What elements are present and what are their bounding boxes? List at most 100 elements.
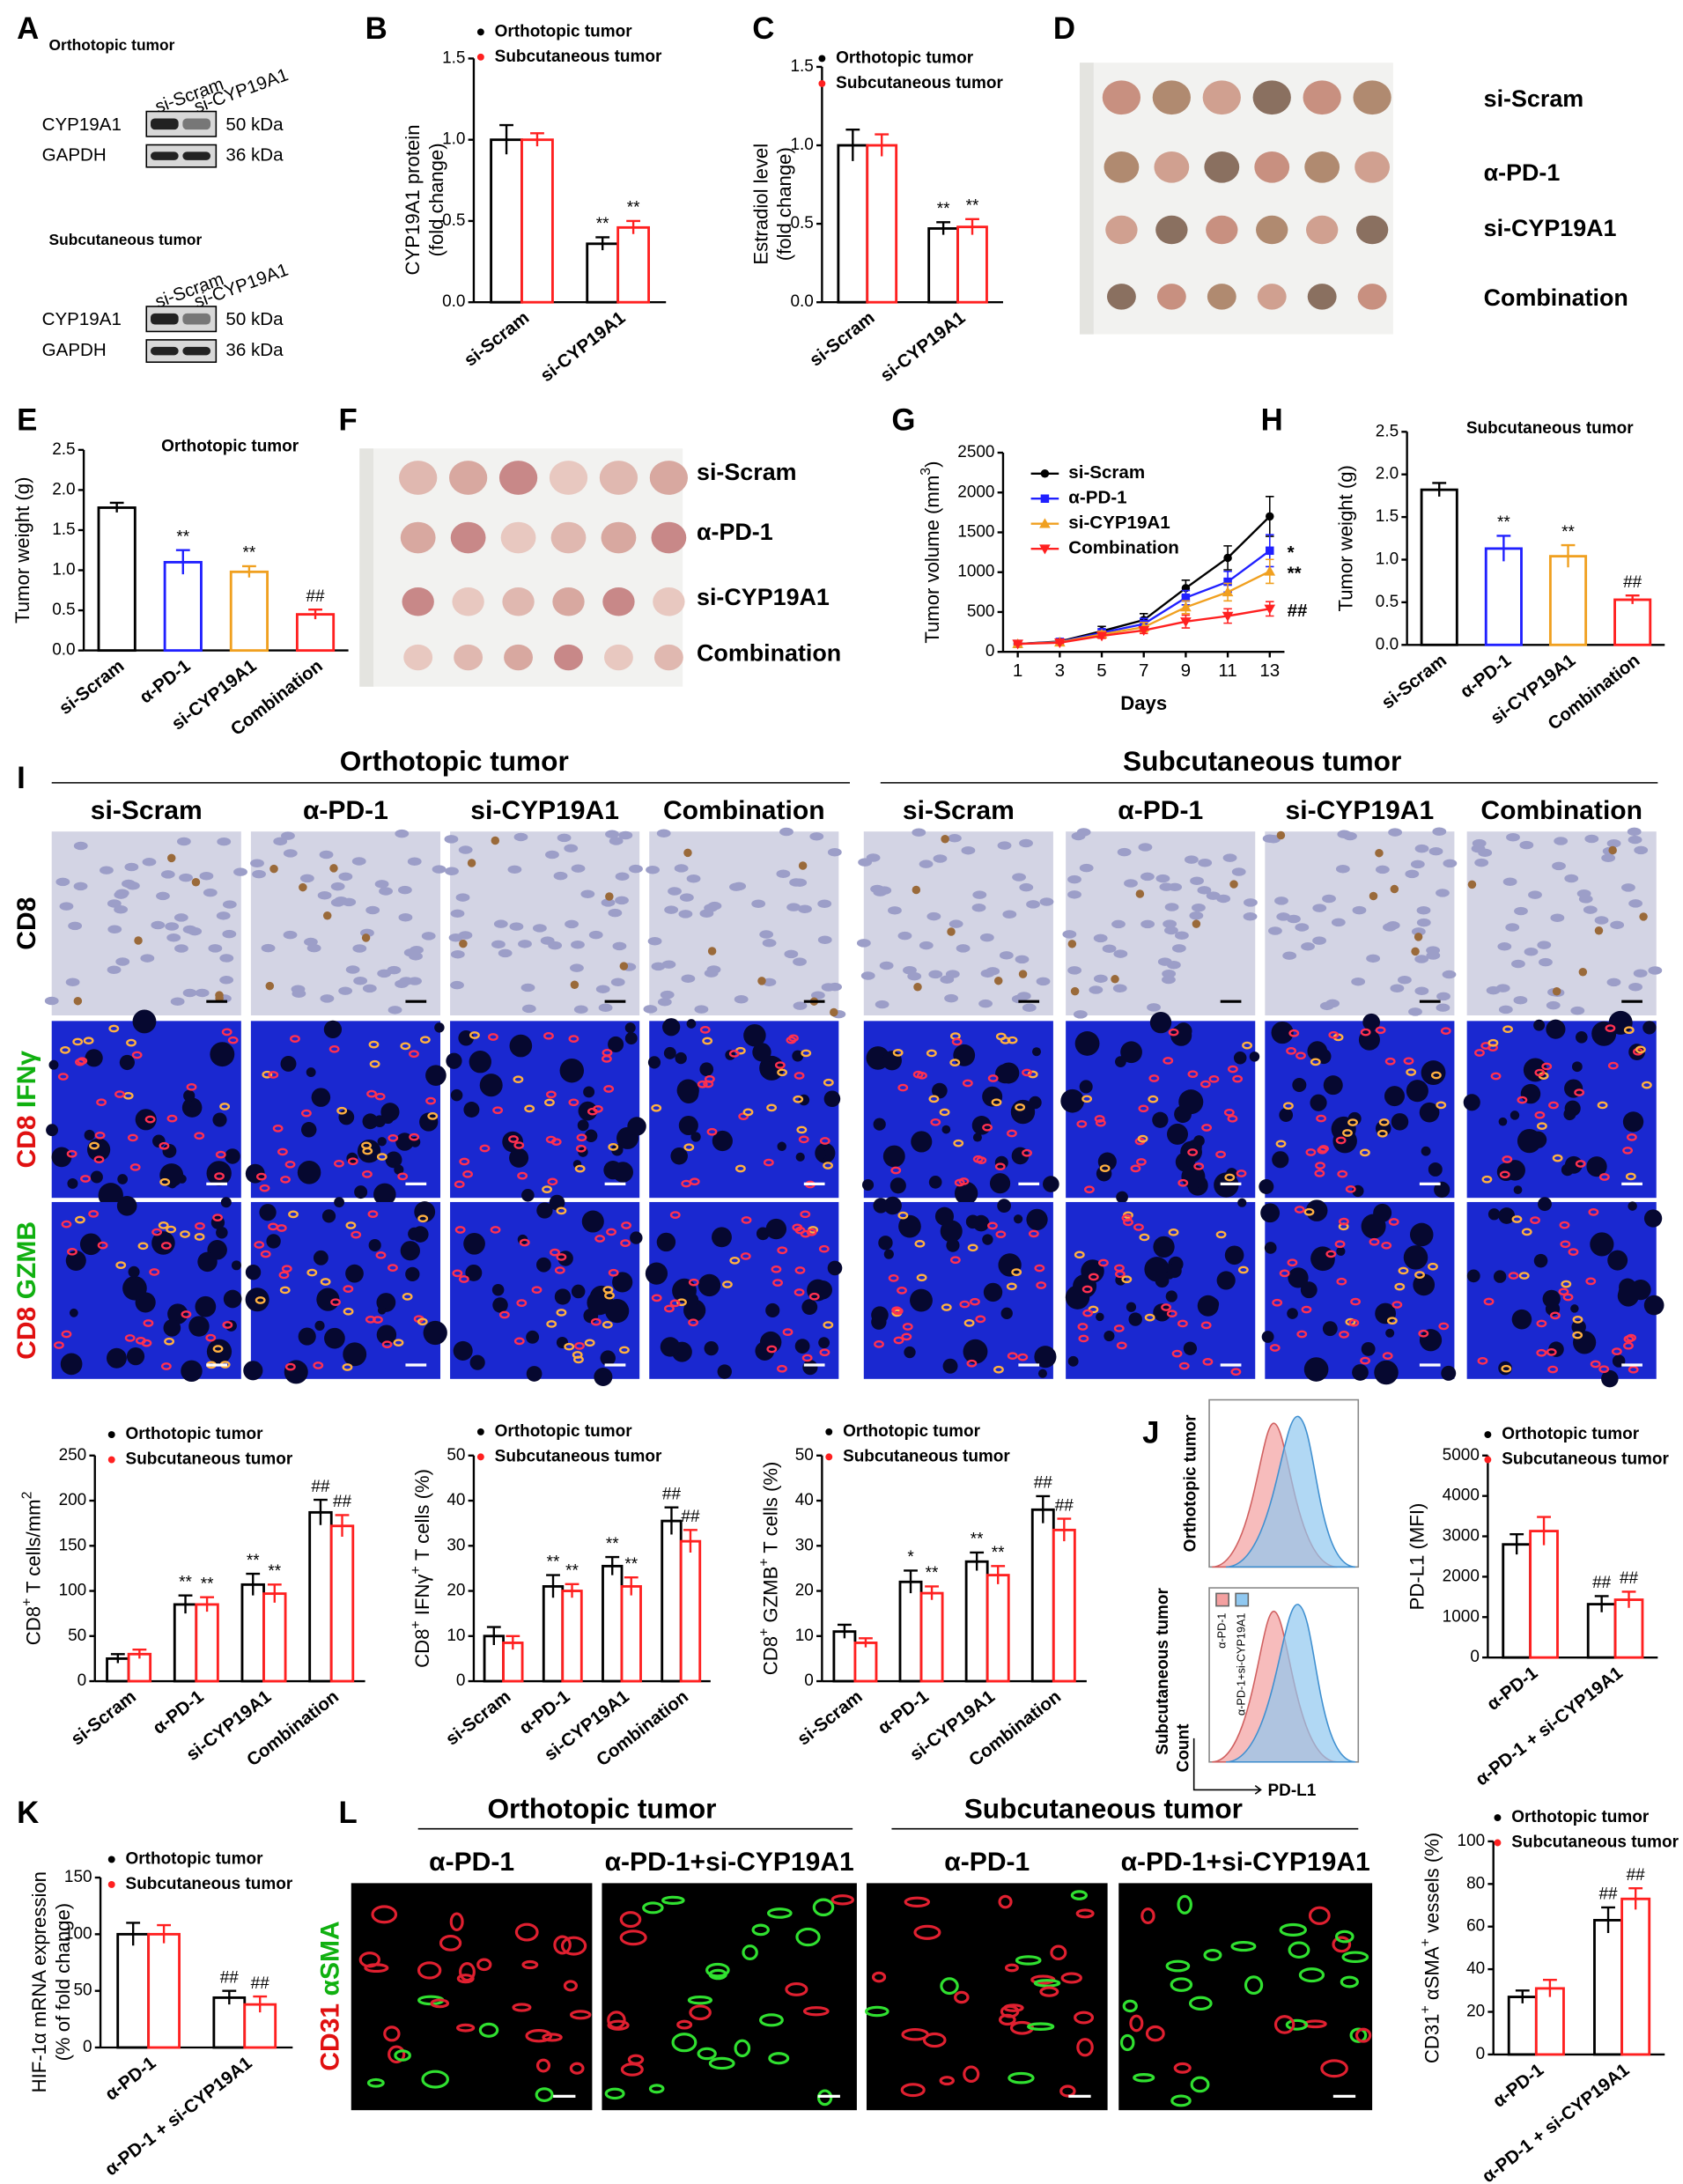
cell <box>1474 1049 1485 1057</box>
significance-label: ** <box>201 1575 214 1593</box>
cell <box>897 1287 907 1295</box>
cell <box>1635 1045 1646 1054</box>
error-bar <box>126 1922 141 1946</box>
x-tick-label: α-PD-1 <box>1489 2060 1547 2112</box>
legend-label: Subcutaneous tumor <box>495 48 662 66</box>
nucleus <box>609 837 624 845</box>
dark-area <box>306 1067 316 1078</box>
dark-area <box>1498 1207 1516 1224</box>
nucleus <box>1184 855 1199 864</box>
nucleus <box>978 999 993 1008</box>
cell <box>618 1346 630 1354</box>
tumor <box>1155 215 1188 245</box>
significance-label: ** <box>243 544 256 563</box>
dark-area <box>394 1164 404 1175</box>
dark-area <box>354 1185 368 1199</box>
nucleus <box>1312 936 1326 945</box>
error-bar <box>1628 1886 1643 1910</box>
nucleus <box>879 961 894 970</box>
cell <box>1530 1216 1540 1224</box>
y-tick-label: 20 <box>447 1582 465 1600</box>
vessel <box>705 1962 730 1978</box>
nucleus <box>961 845 976 855</box>
cell <box>1518 1272 1530 1280</box>
nucleus <box>458 931 473 940</box>
nucleus <box>1093 974 1108 984</box>
nucleus <box>1539 957 1553 967</box>
cell <box>1499 1170 1510 1179</box>
y-tick-label: 50 <box>795 1446 814 1465</box>
dark-area <box>1264 1242 1277 1254</box>
vessel <box>620 2062 644 2077</box>
cell <box>683 1143 695 1152</box>
dark-area <box>245 1264 262 1280</box>
micrograph <box>351 1883 593 2111</box>
significance-label: ** <box>565 1562 579 1581</box>
vessel <box>569 2062 585 2075</box>
row-label: α-PD-1 <box>697 519 773 545</box>
row-label-part: IFNγ <box>12 1051 41 1116</box>
nucleus <box>1019 838 1033 848</box>
cell <box>972 1155 984 1163</box>
histogram-blue <box>1226 1415 1356 1568</box>
cell <box>1208 1074 1220 1083</box>
nucleus <box>657 998 672 1007</box>
vessel <box>514 1922 539 1942</box>
vessel <box>1340 1975 1359 1988</box>
nucleus <box>856 939 871 948</box>
nucleus <box>1335 865 1350 874</box>
cell <box>543 1031 554 1040</box>
cell <box>1347 1118 1358 1126</box>
cell <box>741 1216 752 1224</box>
panel-label: H <box>1261 403 1283 437</box>
cell <box>93 1155 105 1164</box>
cell <box>1394 1282 1406 1291</box>
dark-area <box>717 1364 732 1379</box>
nucleus <box>1552 861 1566 871</box>
data-point <box>1138 626 1150 637</box>
nucleus <box>919 941 934 950</box>
nucleus <box>283 930 298 940</box>
nucleus <box>1113 949 1128 958</box>
dark-area <box>1642 1021 1657 1035</box>
data-point <box>1180 617 1192 628</box>
significance-label: * <box>907 1548 914 1567</box>
vessel <box>542 2033 563 2042</box>
nucleus <box>601 898 616 907</box>
cell <box>890 1166 902 1175</box>
cell <box>1296 1330 1308 1339</box>
dark-area <box>556 1336 569 1349</box>
nucleus <box>1388 828 1402 837</box>
cell <box>1574 1088 1585 1096</box>
cd8-cell <box>1375 848 1384 858</box>
dark-area <box>712 1227 732 1248</box>
vessel <box>795 1927 821 1947</box>
nucleus <box>615 896 629 905</box>
dark-area <box>795 1152 805 1162</box>
cell <box>149 1268 160 1276</box>
nucleus <box>1375 865 1390 874</box>
dark-area <box>813 1280 832 1300</box>
legend-marker <box>1484 1431 1492 1439</box>
y-tick-label: 1000 <box>957 563 994 581</box>
nucleus <box>445 867 459 876</box>
y-tick-label: 0.0 <box>1376 635 1399 653</box>
dark-area <box>1126 1302 1137 1312</box>
cell <box>722 1280 733 1288</box>
nucleus <box>1067 890 1081 899</box>
nucleus <box>615 872 630 881</box>
vessel <box>689 2004 712 2021</box>
cell <box>531 1286 543 1295</box>
cell <box>823 1078 834 1087</box>
dark-area <box>1548 1341 1564 1357</box>
dark-area <box>995 1064 1015 1084</box>
data-point <box>1264 565 1276 576</box>
vessel <box>525 2029 553 2043</box>
cell <box>1487 1038 1499 1047</box>
dark-area <box>989 1173 1011 1194</box>
cell <box>888 1274 899 1282</box>
nucleus <box>379 887 393 896</box>
nucleus <box>933 854 948 863</box>
nucleus <box>997 841 1012 850</box>
error-bar <box>626 219 641 234</box>
